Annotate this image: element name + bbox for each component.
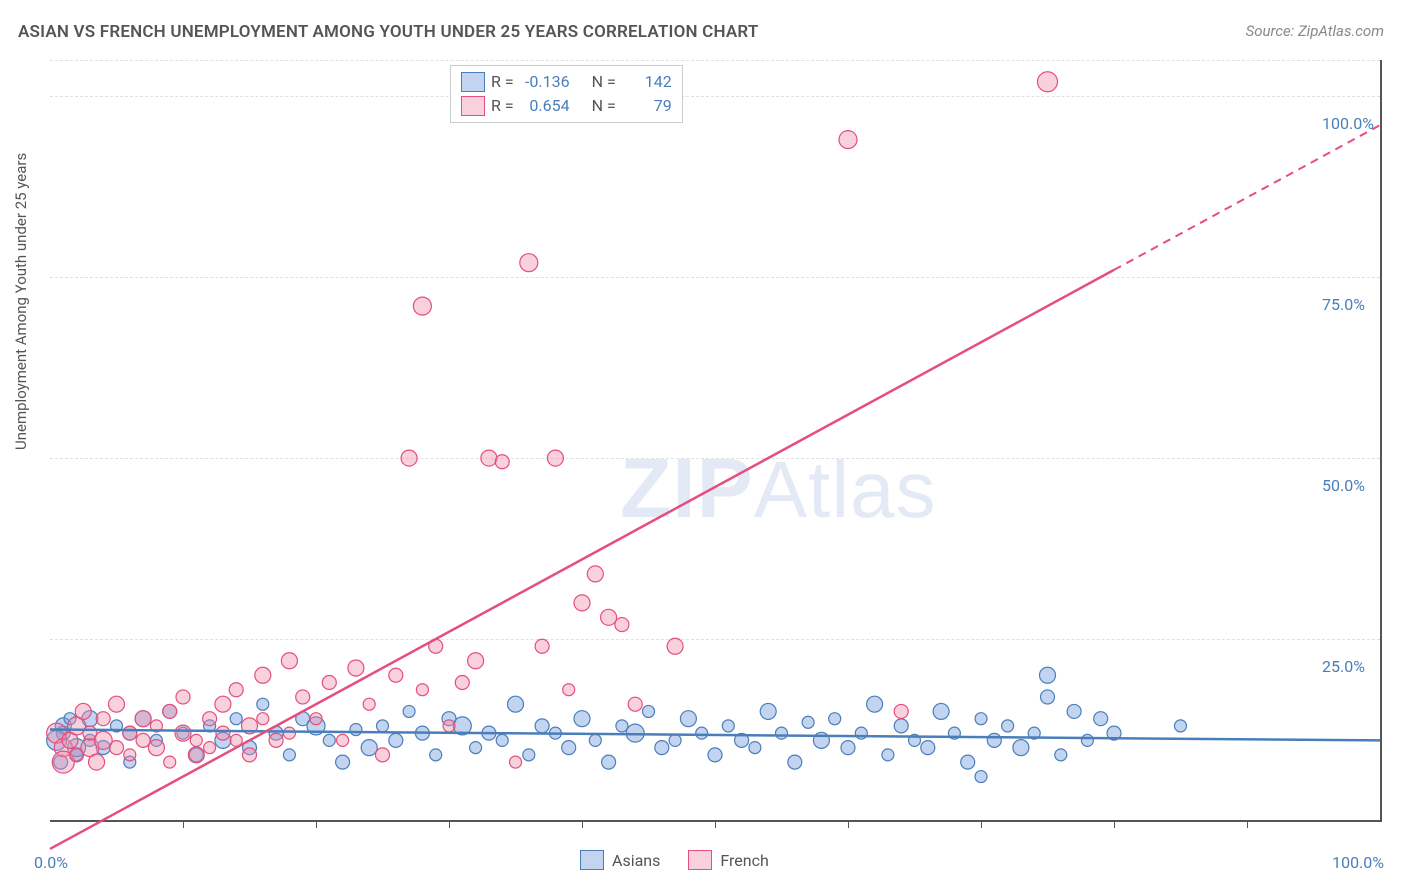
x-tick-label-100: 100.0% [1332, 853, 1384, 872]
correlation-legend: R = -0.136 N = 142 R = 0.654 N = 79 [450, 65, 683, 123]
y-tick-label: 100.0% [1322, 114, 1390, 133]
source-attribution: Source: ZipAtlas.com [1246, 22, 1384, 40]
legend-r-french: 0.654 [520, 94, 570, 118]
legend-r-label: R = [491, 70, 514, 94]
x-tick [316, 820, 317, 828]
legend-row-french: R = 0.654 N = 79 [461, 94, 672, 118]
y-axis-label: Unemployment Among Youth under 25 years [12, 153, 30, 450]
legend-n-asians: 142 [622, 70, 672, 94]
y-tick-label: 50.0% [1322, 476, 1390, 495]
series-swatch-asians [580, 850, 604, 870]
chart-title: ASIAN VS FRENCH UNEMPLOYMENT AMONG YOUTH… [18, 22, 759, 42]
x-tick [183, 820, 184, 828]
legend-swatch-french [461, 96, 485, 116]
x-tick [981, 820, 982, 828]
scatter-svg [50, 60, 1380, 820]
series-label-asians: Asians [612, 851, 660, 870]
x-tick [1247, 820, 1248, 828]
legend-n-label: N = [592, 94, 616, 118]
x-tick [1114, 820, 1115, 828]
y-tick-label: 25.0% [1322, 657, 1390, 676]
legend-row-asians: R = -0.136 N = 142 [461, 70, 672, 94]
series-swatch-french [688, 850, 712, 870]
x-tick [582, 820, 583, 828]
x-tick-label-0: 0.0% [34, 853, 68, 872]
x-tick [715, 820, 716, 828]
legend-n-label: N = [592, 70, 616, 94]
legend-r-label: R = [491, 94, 514, 118]
series-legend: Asians French [580, 850, 769, 870]
x-tick [449, 820, 450, 828]
legend-n-french: 79 [622, 94, 672, 118]
series-legend-asians: Asians [580, 850, 660, 870]
series-label-french: French [720, 851, 768, 870]
chart-container: ASIAN VS FRENCH UNEMPLOYMENT AMONG YOUTH… [0, 0, 1406, 892]
x-tick [848, 820, 849, 828]
series-legend-french: French [688, 850, 768, 870]
y-tick-label: 75.0% [1322, 295, 1390, 314]
plot-area: ZIPAtlas R = -0.136 N = 142 R = 0.654 N … [50, 60, 1382, 822]
legend-swatch-asians [461, 72, 485, 92]
legend-r-asians: -0.136 [520, 70, 570, 94]
